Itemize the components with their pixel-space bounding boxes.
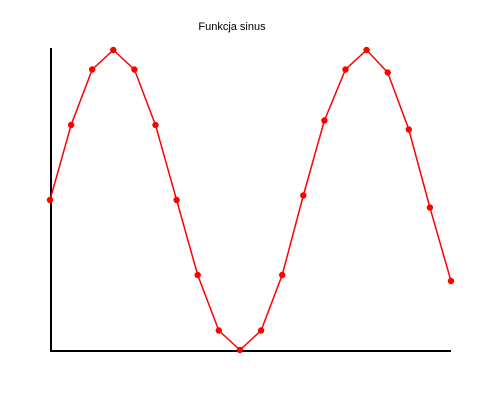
data-point — [236, 346, 244, 354]
data-point — [173, 196, 180, 204]
data-point — [363, 46, 370, 54]
data-point — [342, 66, 349, 73]
data-point — [152, 121, 159, 129]
data-point — [215, 327, 222, 334]
data-point — [279, 271, 286, 279]
series-layer — [46, 46, 455, 354]
data-point — [131, 66, 138, 73]
data-point — [194, 271, 201, 279]
series-line — [49, 48, 452, 352]
data-point — [46, 196, 54, 204]
data-point — [67, 121, 75, 129]
data-point — [405, 126, 412, 133]
data-point — [321, 117, 328, 124]
data-point — [110, 46, 117, 54]
data-point — [89, 66, 96, 73]
data-point — [384, 69, 391, 76]
data-point — [257, 327, 265, 334]
data-point — [426, 204, 434, 211]
data-point — [447, 277, 455, 285]
data-point — [300, 192, 307, 199]
chart-title: Funkcja sinus — [198, 21, 266, 33]
